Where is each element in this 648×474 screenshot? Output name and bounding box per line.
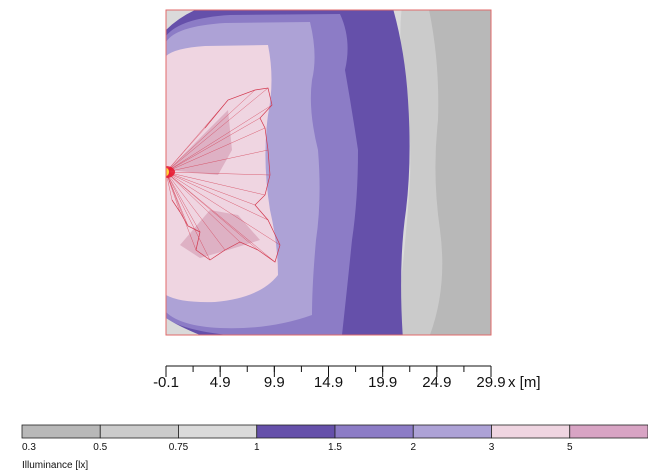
x-axis: -0.1 4.9 9.9 14.9 19.9 24.9 29.9 x [m] [153, 365, 541, 391]
colorbar-cell-4 [334, 424, 414, 439]
colorbar-cell-5 [412, 424, 492, 439]
beam-ray-5 [166, 117, 261, 173]
beam-ray-9 [166, 171, 266, 196]
colorbar-cell-0 [21, 424, 101, 439]
x-tick-label-4: 19.9 [368, 374, 397, 391]
beam-ray-11 [166, 171, 269, 221]
x-tick-label-0: -0.1 [153, 374, 179, 391]
colorbar-label-3: 1 [254, 442, 260, 453]
beam-ray-18 [166, 171, 197, 251]
colorbar-label-0: 0.3 [22, 442, 36, 453]
beam-ray-14 [166, 171, 259, 251]
beam-contour [171, 87, 281, 263]
x-axis-unit-label: x [m] [508, 374, 541, 391]
beam-ray-4 [166, 104, 273, 173]
beam-ray-8 [166, 171, 271, 176]
beam-ray-16 [166, 171, 226, 251]
x-tick-label-3: 14.9 [314, 374, 343, 391]
light-source-core [166, 168, 169, 176]
light-source-glow [166, 166, 175, 178]
x-tick-label-6: 29.9 [476, 374, 505, 391]
x-tick-label-1: 4.9 [210, 374, 231, 391]
beam-ray-7 [166, 149, 269, 173]
colorbar-cell-1 [99, 424, 179, 439]
colorbar-label-6: 3 [489, 442, 495, 453]
beam-ray-3 [166, 87, 269, 173]
beam-ray-10 [166, 171, 256, 206]
beam-shadow-lower [180, 210, 260, 258]
beam-ray-13 [166, 171, 276, 263]
plot-border [165, 9, 492, 336]
beam-ray-17 [166, 171, 211, 261]
colorbar-cell-2 [178, 424, 258, 439]
beam-ray-2 [166, 89, 256, 173]
x-tick-label-5: 24.9 [422, 374, 451, 391]
colorbar-label-7: 5 [567, 442, 573, 453]
x-tick-label-2: 9.9 [264, 374, 285, 391]
colorbar-label-1: 0.5 [93, 442, 107, 453]
beam-ray-12 [166, 171, 281, 246]
beam-ray-1 [166, 99, 229, 173]
colorbar-label-5: 2 [410, 442, 416, 453]
colorbar-cell-6 [491, 424, 571, 439]
beam-ray-19 [166, 171, 201, 233]
beam-ray-15 [166, 171, 241, 243]
beam-ray-21 [166, 171, 181, 213]
colorbar-label-2: 0.75 [169, 442, 189, 453]
colorbar-label-4: 1.5 [328, 442, 342, 453]
corner-band-top [166, 10, 195, 30]
colorbar-cell-3 [256, 424, 336, 439]
illuminance-contour-plot [165, 9, 492, 336]
colorbar-title: Illuminance [lx] [22, 460, 89, 471]
beam-ray-6 [166, 127, 266, 173]
corner-band-bottom [166, 318, 200, 335]
colorbar-cell-7 [569, 424, 648, 439]
beam-ray-20 [166, 171, 189, 227]
